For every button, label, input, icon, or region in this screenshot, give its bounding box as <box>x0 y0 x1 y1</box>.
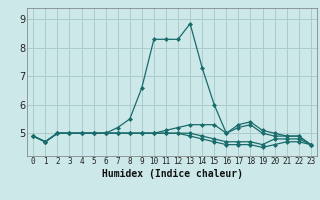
X-axis label: Humidex (Indice chaleur): Humidex (Indice chaleur) <box>101 169 243 179</box>
